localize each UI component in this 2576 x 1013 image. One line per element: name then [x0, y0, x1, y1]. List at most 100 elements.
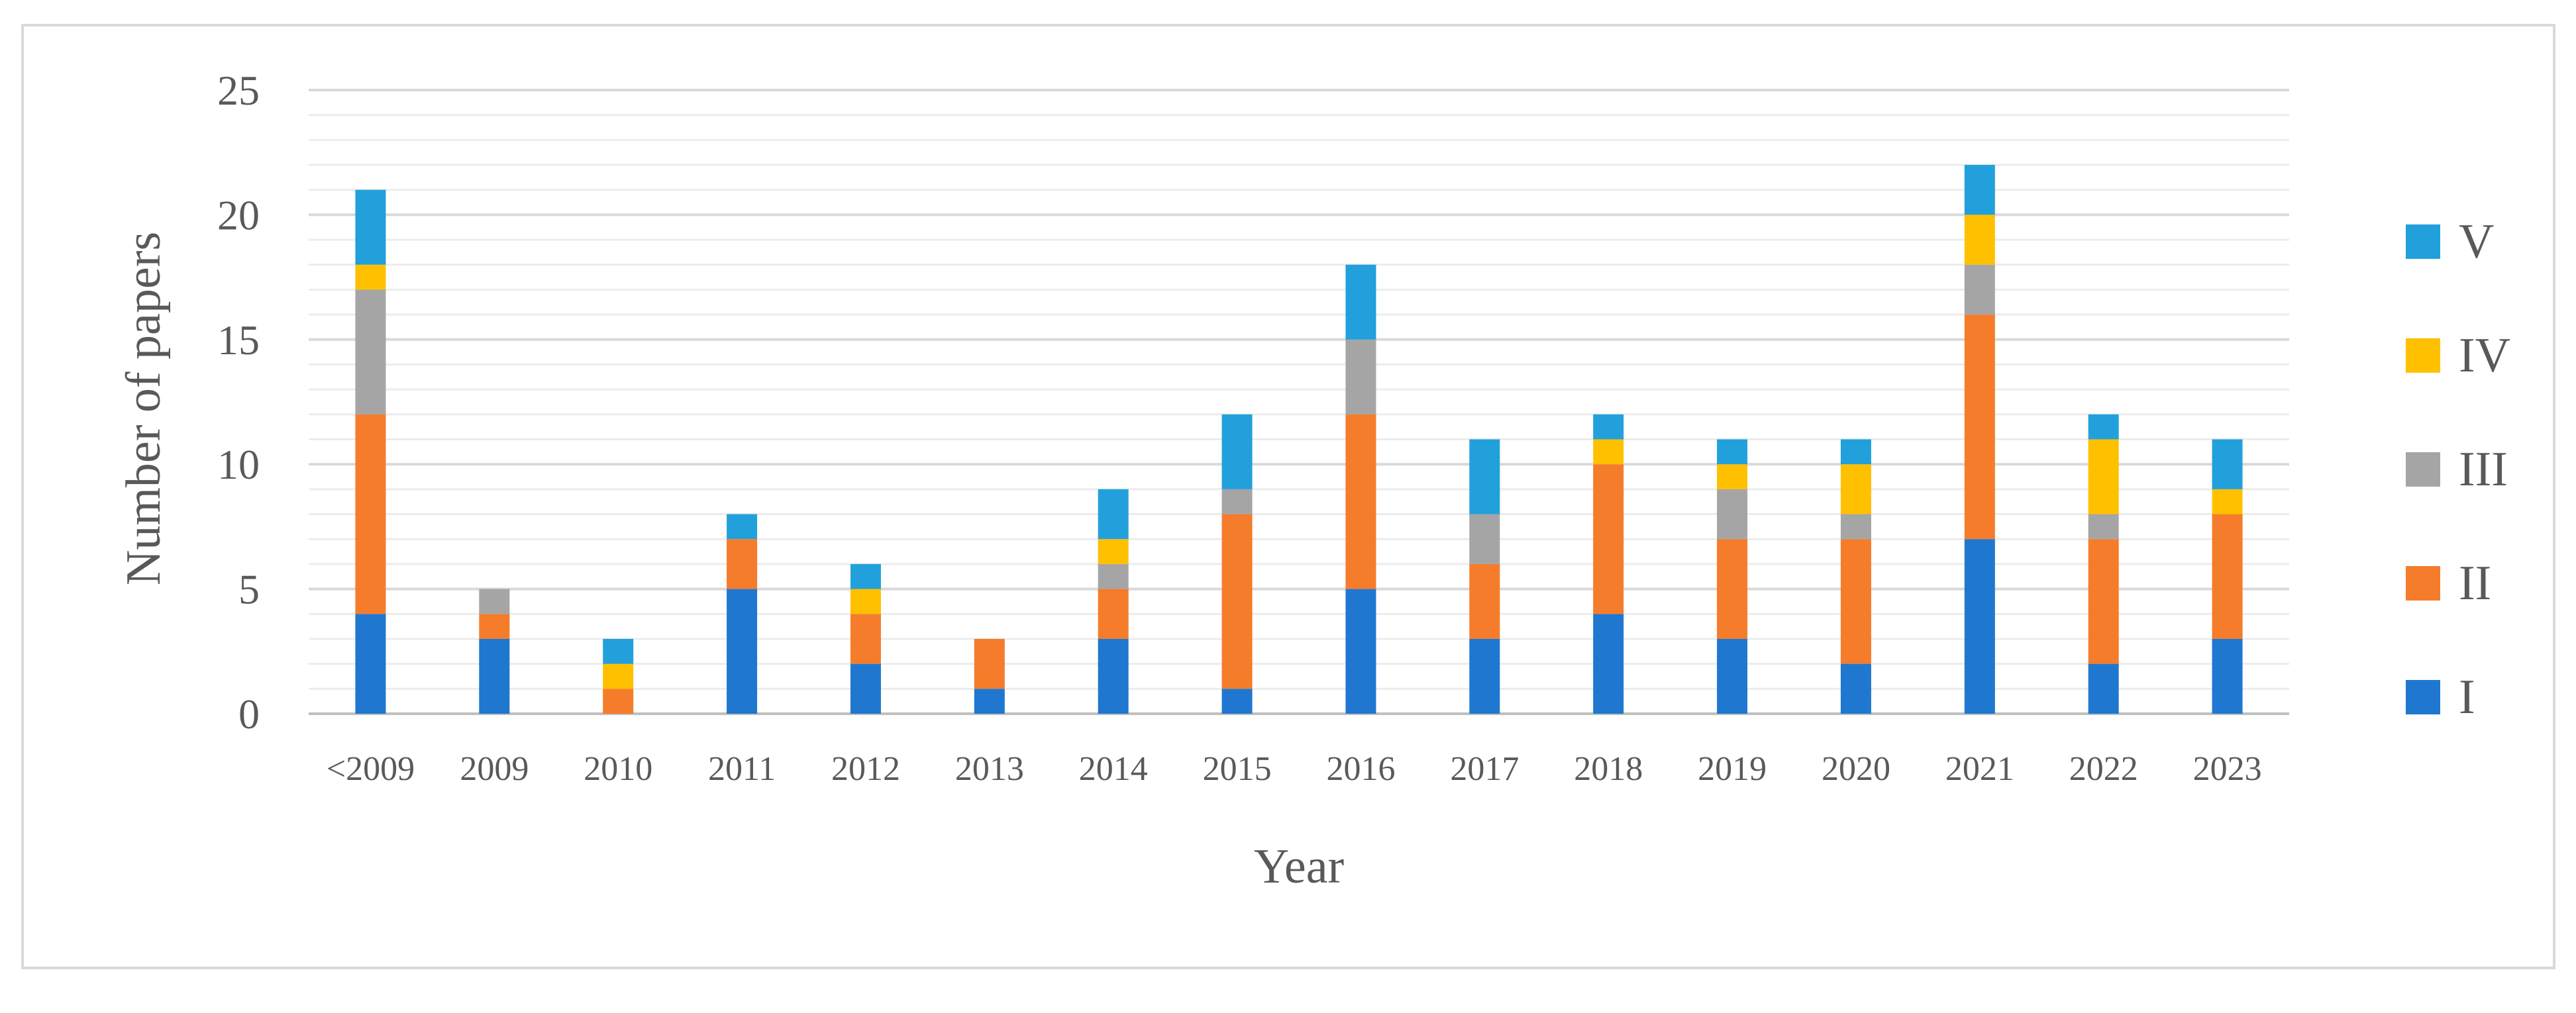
bar-segment-II-2009 [479, 614, 510, 639]
legend-swatch-II [2406, 566, 2440, 601]
bar-segment-I-2013 [974, 689, 1005, 714]
bar-segment-II-2017 [1469, 563, 1500, 639]
bar-segment-II-2013 [974, 638, 1005, 689]
x-tick-label: <2009 [327, 750, 415, 788]
y-axis-ticks: 0 5 10 15 20 25 [217, 67, 260, 738]
bar-segment-II-2011 [727, 539, 758, 589]
bar-segment-III-2015 [1221, 489, 1253, 514]
bar-segment-IV-2023 [2212, 489, 2243, 514]
legend-label-IV: IV [2459, 328, 2510, 383]
bar-segment-I-2015 [1221, 689, 1253, 714]
y-tick-label: 5 [238, 566, 260, 613]
legend-swatch-I [2406, 680, 2440, 714]
bar-segment-III-2017 [1469, 514, 1500, 564]
bar-segment-I-2014 [1098, 638, 1129, 714]
y-tick-label: 20 [217, 191, 260, 238]
x-tick-label: 2014 [1079, 750, 1148, 788]
x-tick-label: 2012 [831, 750, 900, 788]
legend-swatch-V [2406, 224, 2440, 259]
bar-segment-II-<2009 [355, 414, 386, 614]
bar-segment-V-2020 [1840, 439, 1871, 465]
bar-segment-IV-2020 [1840, 464, 1871, 514]
x-tick-label: 2011 [708, 750, 776, 788]
x-tick-label: 2017 [1450, 750, 1519, 788]
bar-segment-IV-2018 [1593, 439, 1624, 465]
bar-segment-III-2022 [2088, 514, 2119, 540]
bar-segment-II-2020 [1840, 539, 1871, 664]
legend-label-V: V [2459, 215, 2494, 269]
bar-segment-II-2014 [1098, 589, 1129, 639]
bar-segment-III-2014 [1098, 563, 1129, 589]
x-axis-title: Year [1254, 840, 1344, 894]
bar-segment-I-2016 [1345, 589, 1376, 714]
x-tick-label: 2013 [955, 750, 1024, 788]
bar-segment-III-2016 [1345, 339, 1376, 414]
bar-segment-III-2020 [1840, 514, 1871, 540]
bar-segment-V-2015 [1221, 414, 1253, 489]
x-tick-label: 2015 [1203, 750, 1272, 788]
bar-segment-V-2018 [1593, 414, 1624, 440]
y-tick-label: 0 [238, 691, 260, 738]
bar-segment-I-2018 [1593, 614, 1624, 714]
legend-label-II: II [2459, 556, 2491, 610]
bar-segment-V-2023 [2212, 439, 2243, 489]
gridlines [309, 89, 2289, 715]
x-tick-label: 2022 [2069, 750, 2138, 788]
bar-segment-I-2009 [479, 638, 510, 714]
bar-segment-IV-2019 [1717, 464, 1748, 489]
bar-segment-IV-2010 [603, 663, 634, 689]
bar-segment-I-2017 [1469, 638, 1500, 714]
y-tick-label: 15 [217, 316, 260, 363]
bars [355, 165, 2243, 714]
x-tick-label: 2018 [1574, 750, 1643, 788]
bar-segment-II-2015 [1221, 514, 1253, 689]
bar-segment-V-2012 [850, 563, 881, 589]
bar-segment-V-2021 [1964, 165, 1995, 215]
bar-segment-I-2023 [2212, 638, 2243, 714]
bar-segment-IV-<2009 [355, 264, 386, 290]
bar-segment-III-2009 [479, 589, 510, 614]
x-tick-label: 2021 [1945, 750, 2014, 788]
bar-segment-II-2023 [2212, 514, 2243, 639]
bar-segment-V-2014 [1098, 489, 1129, 540]
x-tick-label: 2020 [1822, 750, 1890, 788]
chart-frame: 0 5 10 15 20 25 <2009 2009 2010 2011 2012 2013 2014… [21, 24, 2555, 969]
legend-label-I: I [2459, 670, 2475, 724]
bar-segment-II-2018 [1593, 464, 1624, 614]
bar-segment-I-<2009 [355, 614, 386, 714]
bar-segment-V-2011 [727, 514, 758, 540]
bar-segment-I-2012 [850, 663, 881, 714]
x-tick-label: 2019 [1698, 750, 1767, 788]
bar-segment-IV-2012 [850, 589, 881, 614]
x-tick-label: 2009 [460, 750, 529, 788]
bar-segment-V-2019 [1717, 439, 1748, 465]
bar-segment-I-2020 [1840, 663, 1871, 714]
y-tick-label: 10 [217, 441, 260, 488]
bar-segment-II-2021 [1964, 314, 1995, 540]
bar-segment-V-<2009 [355, 189, 386, 265]
x-tick-label: 2010 [584, 750, 652, 788]
bar-segment-V-2016 [1345, 264, 1376, 340]
stacked-bar-chart: 0 5 10 15 20 25 <2009 2009 2010 2011 2012 2013 2014… [117, 67, 2510, 894]
bar-segment-I-2011 [727, 589, 758, 714]
bar-segment-III-2019 [1717, 489, 1748, 540]
legend-label-III: III [2459, 442, 2508, 497]
x-tick-label: 2016 [1326, 750, 1395, 788]
x-axis-ticks: <2009 2009 2010 2011 2012 2013 2014 2015 2016 201… [327, 750, 2262, 788]
bar-segment-II-2019 [1717, 539, 1748, 639]
bar-segment-II-2016 [1345, 414, 1376, 589]
bar-segment-V-2010 [603, 638, 634, 664]
bar-segment-IV-2014 [1098, 539, 1129, 564]
bar-segment-I-2021 [1964, 539, 1995, 714]
bar-segment-II-2022 [2088, 539, 2119, 664]
y-axis-title: Number of papers [117, 232, 171, 585]
bar-segment-IV-2022 [2088, 439, 2119, 514]
x-tick-label: 2023 [2193, 750, 2262, 788]
bar-segment-I-2019 [1717, 638, 1748, 714]
legend-swatch-III [2406, 452, 2440, 487]
bar-segment-II-2012 [850, 614, 881, 664]
bar-segment-III-<2009 [355, 289, 386, 414]
bar-segment-I-2022 [2088, 663, 2119, 714]
y-tick-label: 25 [217, 67, 260, 114]
